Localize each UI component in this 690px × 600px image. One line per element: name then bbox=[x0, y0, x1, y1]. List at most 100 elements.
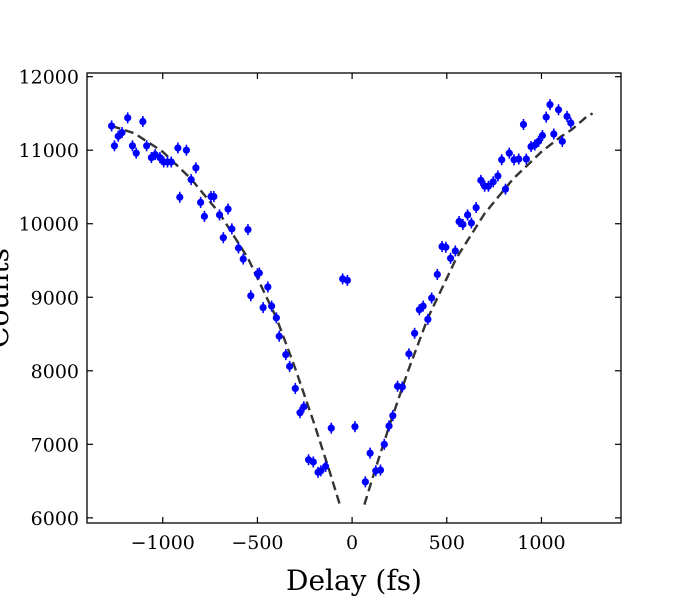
data-point bbox=[563, 110, 571, 122]
data-marker bbox=[498, 156, 506, 164]
data-point bbox=[296, 407, 304, 419]
data-point bbox=[300, 401, 308, 413]
data-point bbox=[376, 464, 385, 476]
data-marker bbox=[459, 220, 467, 229]
data-point bbox=[215, 209, 224, 221]
x-tick-label: 0 bbox=[346, 532, 358, 554]
y-tick-label: 12000 bbox=[19, 67, 79, 89]
data-marker bbox=[477, 176, 485, 184]
data-point bbox=[197, 196, 205, 208]
data-marker bbox=[428, 294, 436, 302]
data-marker bbox=[321, 462, 330, 470]
data-point bbox=[535, 135, 543, 147]
data-marker bbox=[522, 155, 530, 163]
data-marker bbox=[424, 315, 432, 323]
data-marker bbox=[484, 182, 493, 190]
data-marker bbox=[327, 424, 335, 432]
data-point bbox=[239, 253, 247, 265]
data-marker bbox=[519, 120, 528, 129]
data-point bbox=[244, 224, 252, 236]
data-marker bbox=[451, 247, 459, 255]
data-point bbox=[309, 456, 317, 468]
data-marker bbox=[187, 176, 195, 184]
data-marker bbox=[550, 130, 558, 138]
data-point bbox=[546, 99, 554, 111]
data-marker bbox=[385, 422, 393, 430]
fit-curve-segment-0 bbox=[111, 124, 341, 505]
data-point bbox=[515, 153, 523, 165]
data-point bbox=[428, 292, 436, 304]
data-marker bbox=[563, 112, 571, 120]
data-marker bbox=[128, 142, 137, 150]
data-marker bbox=[167, 158, 175, 166]
data-marker bbox=[419, 302, 427, 310]
data-point bbox=[519, 118, 528, 130]
data-point bbox=[385, 420, 393, 432]
data-point bbox=[187, 174, 195, 186]
data-point bbox=[351, 421, 359, 433]
data-point bbox=[567, 117, 575, 129]
data-marker bbox=[398, 383, 406, 391]
data-point bbox=[286, 360, 294, 372]
data-marker bbox=[405, 350, 413, 358]
data-marker bbox=[259, 303, 267, 312]
data-point bbox=[132, 147, 140, 159]
data-marker bbox=[442, 243, 450, 251]
data-marker bbox=[317, 467, 325, 475]
data-marker bbox=[255, 269, 263, 277]
data-marker bbox=[215, 211, 224, 219]
x-tick-label: 1000 bbox=[517, 532, 565, 554]
data-marker bbox=[244, 226, 252, 234]
data-point bbox=[176, 191, 184, 203]
data-point bbox=[522, 153, 530, 165]
data-marker bbox=[515, 155, 523, 163]
data-marker bbox=[494, 172, 502, 180]
data-marker bbox=[546, 101, 554, 109]
data-marker bbox=[182, 146, 191, 154]
data-marker bbox=[554, 106, 563, 114]
data-point bbox=[317, 465, 325, 477]
data-point bbox=[467, 217, 476, 229]
data-point bbox=[489, 176, 497, 188]
data-marker bbox=[234, 244, 243, 252]
data-marker bbox=[200, 212, 209, 220]
data-point bbox=[228, 223, 236, 235]
data-marker bbox=[210, 192, 218, 201]
data-point bbox=[124, 112, 132, 124]
data-point bbox=[167, 156, 175, 168]
data-point bbox=[361, 476, 369, 488]
x-axis: −1000 −500 0 500 1000 bbox=[131, 73, 566, 554]
data-marker bbox=[247, 292, 255, 300]
data-point bbox=[282, 349, 290, 361]
data-marker bbox=[467, 219, 476, 227]
data-point bbox=[200, 210, 209, 222]
data-marker bbox=[366, 449, 374, 457]
data-point bbox=[192, 162, 200, 174]
data-point bbox=[255, 267, 263, 279]
data-point bbox=[494, 170, 502, 182]
data-point bbox=[268, 300, 276, 312]
data-marker bbox=[176, 193, 184, 201]
data-point bbox=[554, 104, 563, 116]
data-marker bbox=[219, 234, 227, 242]
data-point bbox=[219, 232, 227, 244]
data-point bbox=[174, 142, 182, 154]
data-point bbox=[405, 348, 413, 360]
y-tick-label: 8000 bbox=[31, 361, 79, 383]
y-tick-label: 7000 bbox=[31, 434, 79, 456]
data-marker bbox=[286, 362, 294, 370]
y-tick-label: 11000 bbox=[19, 140, 79, 162]
data-marker bbox=[433, 270, 441, 279]
data-marker bbox=[282, 351, 290, 359]
data-marker bbox=[132, 149, 140, 157]
data-point bbox=[442, 241, 450, 253]
data-point bbox=[550, 128, 558, 140]
data-point bbox=[424, 313, 432, 325]
data-point bbox=[459, 218, 467, 230]
data-point bbox=[410, 327, 419, 339]
data-marker bbox=[124, 114, 132, 122]
data-marker bbox=[143, 142, 151, 150]
data-marker bbox=[446, 254, 455, 262]
data-marker bbox=[197, 198, 205, 207]
